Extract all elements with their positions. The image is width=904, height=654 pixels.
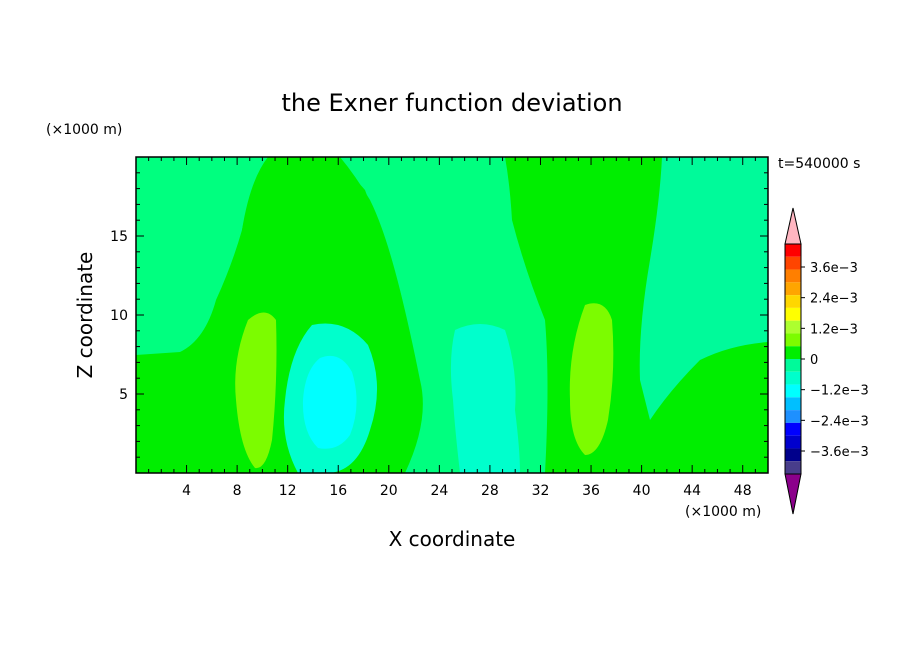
colorbar-swatch — [785, 435, 801, 449]
colorbar-swatch — [785, 244, 801, 257]
colorbar-bottom-triangle — [784, 473, 802, 515]
x-axis: 4 8 12 16 20 24 28 32 36 40 44 48 — [148, 157, 756, 499]
y-axis: 5 10 15 — [110, 172, 768, 458]
x-tick-label: 48 — [734, 483, 752, 499]
contour-region-left-column — [235, 312, 277, 469]
contour-region-cyan-core — [302, 355, 357, 449]
colorbar-swatch — [785, 410, 801, 423]
colorbar-swatch — [785, 320, 801, 334]
x-tick-label: 44 — [683, 483, 701, 499]
contour-region-right-band — [639, 157, 768, 420]
x-tick-label: 8 — [233, 483, 242, 499]
time-label: t=540000 s — [778, 156, 860, 172]
colorbar-swatch — [785, 422, 801, 436]
y-axis-title: Z coordinate — [73, 252, 97, 379]
chart-title: the Exner function deviation — [281, 89, 622, 117]
colorbar-swatch — [785, 307, 801, 321]
y-tick-label: 10 — [110, 308, 128, 324]
colorbar-swatch — [785, 371, 801, 385]
colorbar-swatch — [785, 295, 801, 308]
x-unit-label: (×1000 m) — [685, 504, 761, 520]
x-tick-label: 28 — [481, 483, 499, 499]
colorbar-label: −2.4e−3 — [810, 414, 869, 429]
x-tick-label: 24 — [430, 483, 448, 499]
colorbar-swatch — [785, 346, 801, 359]
colorbar-swatch — [785, 448, 801, 462]
colorbar-label: −3.6e−3 — [810, 445, 869, 460]
x-tick-label: 32 — [532, 483, 550, 499]
contour-region-cyan-center — [450, 324, 520, 473]
contour-region-positive-upper-left — [136, 157, 268, 355]
x-tick-label: 20 — [380, 483, 398, 499]
colorbar-swatch — [785, 333, 801, 347]
colorbar-swatch — [785, 269, 801, 283]
colorbar: 3.6e−3 2.4e−3 1.2e−3 0 −1.2e−3 −2.4e−3 −3.6e−3 — [784, 207, 869, 515]
colorbar-swatch — [785, 359, 801, 372]
colorbar-label: 1.2e−3 — [810, 322, 858, 337]
contour-region-right-column — [569, 303, 614, 455]
y-tick-label: 15 — [110, 229, 128, 245]
colorbar-label: 0 — [810, 353, 818, 368]
colorbar-label: 3.6e−3 — [810, 261, 858, 276]
colorbar-label: 2.4e−3 — [810, 292, 858, 307]
colorbar-swatch — [785, 397, 801, 411]
x-tick-label: 40 — [633, 483, 651, 499]
x-tick-label: 36 — [582, 483, 600, 499]
colorbar-swatch — [785, 282, 801, 296]
colorbar-label: −1.2e−3 — [810, 384, 869, 399]
x-tick-label: 12 — [279, 483, 297, 499]
y-tick-label: 5 — [119, 387, 128, 403]
colorbar-top-triangle — [784, 207, 802, 245]
y-unit-label: (×1000 m) — [46, 122, 122, 138]
colorbar-swatch — [785, 256, 801, 270]
colorbar-swatch — [785, 384, 801, 398]
x-tick-label: 4 — [182, 483, 191, 499]
x-axis-title: X coordinate — [389, 527, 516, 551]
colorbar-swatch — [785, 461, 801, 474]
x-tick-label: 16 — [329, 483, 347, 499]
contour-plot-area — [136, 157, 768, 473]
